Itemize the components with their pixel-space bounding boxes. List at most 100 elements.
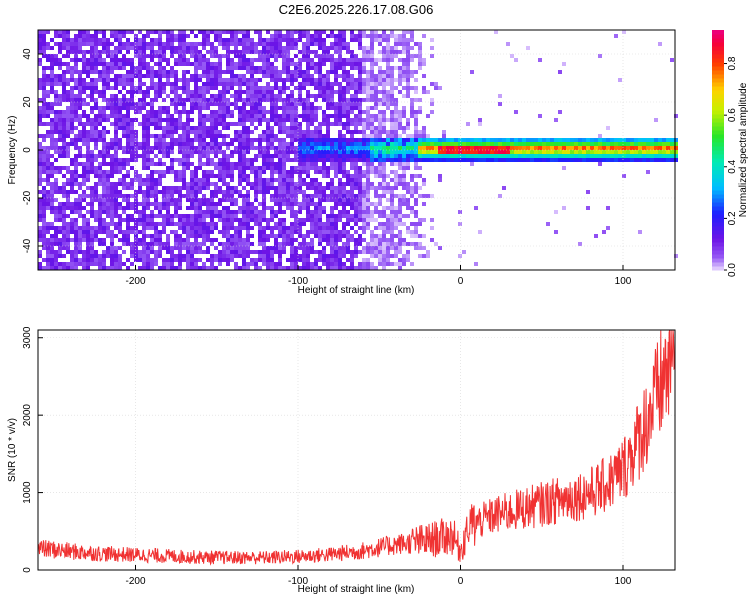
spectrogram-cell (370, 90, 374, 94)
spectrogram-cell (306, 70, 310, 74)
spectrogram-cell (238, 78, 242, 82)
spectrogram-cell (154, 154, 158, 158)
spectrogram-cell (342, 94, 346, 98)
spectrogram-cell (322, 262, 326, 266)
spectrogram-cell (38, 142, 42, 146)
spectrogram-cell (306, 46, 310, 50)
spectrogram-cell (114, 38, 118, 42)
spectrogram-cell (262, 74, 266, 78)
spectrogram-cell (214, 130, 218, 134)
spectrogram-cell (290, 226, 294, 230)
spectrogram-cell (210, 142, 214, 146)
spectrogram-cell (538, 142, 542, 146)
spectrogram-cell (314, 166, 318, 170)
spectrogram-cell (386, 130, 390, 134)
spectrogram-cell (70, 102, 74, 106)
spectrogram-cell (578, 146, 582, 150)
spectrogram-cell (294, 146, 298, 150)
spectrogram-cell (282, 198, 286, 202)
spectrogram-cell (138, 42, 142, 46)
spectrogram-cell (214, 226, 218, 230)
spectrogram-cell (66, 106, 70, 110)
spectrogram-cell (330, 242, 334, 246)
spectrogram-cell (146, 134, 150, 138)
spectrogram-cell (210, 42, 214, 46)
spectrogram-cell (314, 54, 318, 58)
spectrogram-cell (190, 254, 194, 258)
spectrogram-cell (130, 122, 134, 126)
spectrogram-cell (102, 90, 106, 94)
spectrogram-cell (138, 86, 142, 90)
spectrogram-cell (314, 34, 318, 38)
spectrogram-cell (358, 182, 362, 186)
spectrogram-cell (254, 250, 258, 254)
spectrogram-cell (62, 62, 66, 66)
spectrogram-cell (122, 114, 126, 118)
spectrogram-cell (238, 154, 242, 158)
spectrogram-cell (330, 186, 334, 190)
spectrogram-cell (202, 142, 206, 146)
spectrogram-cell (158, 94, 162, 98)
spectrogram-cell (302, 222, 306, 226)
spectrogram-cell (382, 90, 386, 94)
spectrogram-cell (366, 166, 370, 170)
spectrogram-cell (354, 82, 358, 86)
spectrogram-cell (346, 110, 350, 114)
spectrogram-cell (290, 106, 294, 110)
spectrogram-cell (390, 246, 394, 250)
spectrogram-cell (366, 106, 370, 110)
spectrogram-cell (142, 138, 146, 142)
spectrogram-cell (182, 42, 186, 46)
spectrogram-cell (534, 154, 538, 158)
spectrogram-cell (90, 134, 94, 138)
spectrogram-cell (442, 142, 446, 146)
spectrogram-cell (218, 122, 222, 126)
spectrogram-cell (102, 258, 106, 262)
spectrogram-cell (650, 150, 654, 154)
spectrogram-cell (286, 42, 290, 46)
spectrogram-cell (318, 90, 322, 94)
spectrogram-cell (338, 158, 342, 162)
spectrogram-cell (350, 206, 354, 210)
spectrogram-cell (394, 114, 398, 118)
spectrogram-cell (190, 98, 194, 102)
spectrogram-cell (206, 226, 210, 230)
spectrogram-cell (226, 50, 230, 54)
spectrogram-cell (150, 266, 154, 270)
spectrogram-cell (318, 34, 322, 38)
spectrogram-cell (206, 118, 210, 122)
spectrogram-cell (282, 78, 286, 82)
spectrogram-cell (206, 42, 210, 46)
spectrogram-cell (402, 58, 406, 62)
spectrogram-cell (318, 154, 322, 158)
spectrogram-cell (638, 146, 642, 150)
spectrogram-cell (54, 54, 58, 58)
spectrogram-cell (238, 106, 242, 110)
spectrogram-cell (374, 78, 378, 82)
spectrogram-cell (98, 206, 102, 210)
spectrogram-cell (310, 246, 314, 250)
spectrogram-cell (210, 50, 214, 54)
spectrogram-cell (86, 142, 90, 146)
spectrogram-cell (90, 54, 94, 58)
spectrogram-cell (38, 234, 42, 238)
spectrogram-cell (338, 90, 342, 94)
spectrogram-cell (330, 70, 334, 74)
spectrogram-cell (110, 114, 114, 118)
spectrogram-cell (66, 194, 70, 198)
spectrogram-cell (186, 90, 190, 94)
spectrogram-cell (298, 234, 302, 238)
spectrogram-cell (354, 214, 358, 218)
spectrogram-cell (274, 54, 278, 58)
spectrogram-cell (198, 54, 202, 58)
spectrogram-cell (286, 158, 290, 162)
spectrogram-cell (190, 142, 194, 146)
spectrogram-cell (138, 146, 142, 150)
spectrogram-cell (462, 138, 466, 142)
spectrogram-cell (282, 234, 286, 238)
spectrogram-cell (278, 122, 282, 126)
spectrogram-cell (258, 222, 262, 226)
spectrogram-cell (94, 66, 98, 70)
spectrogram-cell (226, 186, 230, 190)
spectrogram-cell (262, 262, 266, 266)
